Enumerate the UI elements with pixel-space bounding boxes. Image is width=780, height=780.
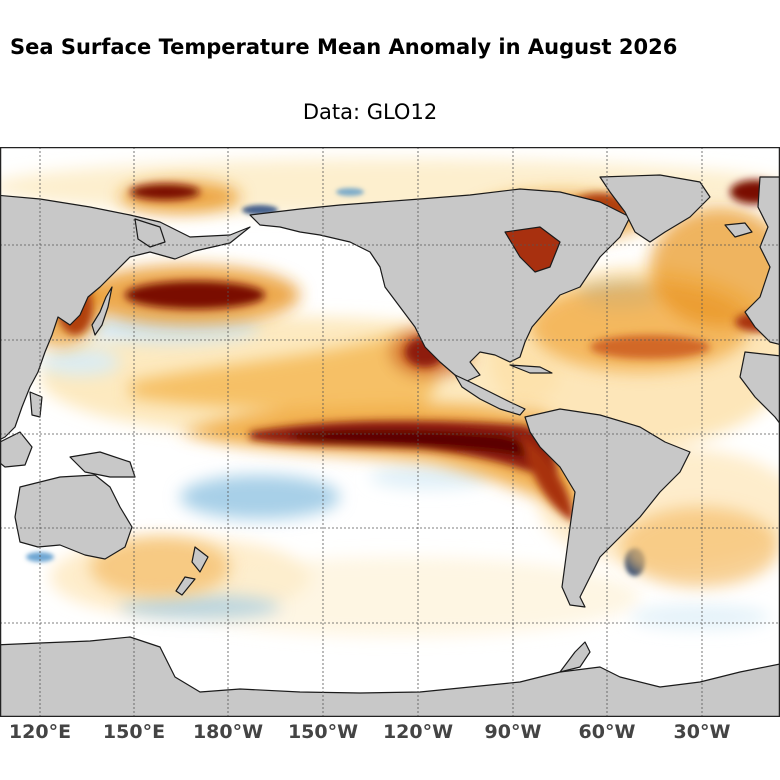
land-central-america [454,374,526,416]
land-new-guinea [69,451,136,478]
map-title: Sea Surface Temperature Mean Anomaly in … [10,35,678,59]
longitude-tick-label: 90°W [484,721,542,743]
longitude-tick-label: 150°W [287,721,359,743]
land-antarctica [0,636,780,717]
land-africa [739,351,780,425]
anomaly-cool-regions [40,285,770,629]
longitude-tick-label: 120°E [8,721,72,743]
longitude-tick-label: 60°W [578,721,636,743]
land-australia [14,474,133,560]
map-subtitle: Data: GLO12 [302,100,438,124]
land-antarctic-peninsula [559,641,591,673]
land-iceland [724,222,753,238]
gridlines [0,147,780,717]
hudson-bay [504,226,561,273]
land-greenland [599,174,711,243]
land-masses [0,174,780,717]
land-south-america [524,408,691,608]
land-new-zealand-south [175,576,196,596]
land-borneo [0,431,33,468]
land-new-zealand [191,546,209,573]
longitude-tick-label: 120°W [382,721,454,743]
land-japan [91,286,113,336]
longitude-tick-label: 180°W [192,721,264,743]
land-cuba [509,364,553,374]
longitude-tick-label: 150°E [102,721,166,743]
sst-anomaly-map [0,147,780,717]
longitude-tick-label: 30°W [673,721,731,743]
land-kamchatka [134,218,166,248]
land-asia [0,194,251,441]
land-europe [744,176,780,346]
